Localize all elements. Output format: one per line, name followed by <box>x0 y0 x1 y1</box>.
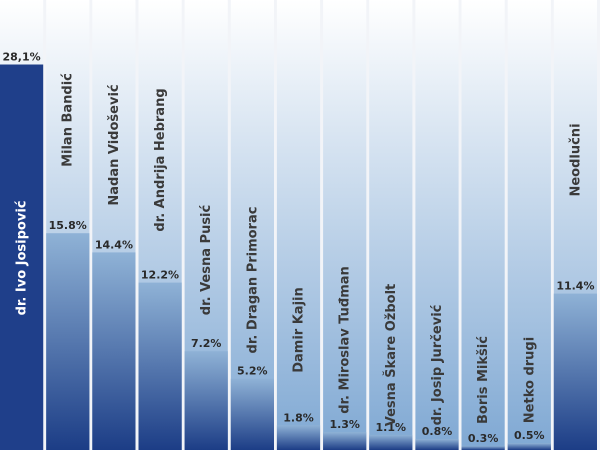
value-label: 11.4% <box>556 280 594 293</box>
value-label: 1.8% <box>283 411 314 424</box>
column-background <box>369 0 413 450</box>
column-background <box>461 0 505 450</box>
category-label: Vesna Škare Ožbolt <box>383 284 399 427</box>
column-background <box>415 0 459 450</box>
bar <box>461 445 505 450</box>
bar <box>415 439 459 450</box>
category-label: dr. Dragan Primorac <box>245 207 260 354</box>
category-label: Nadan Vidošević <box>107 84 122 206</box>
column-background <box>323 0 367 450</box>
bar <box>230 378 274 450</box>
bar <box>184 351 228 450</box>
category-label: Boris Mikšić <box>476 336 491 424</box>
bar <box>507 443 551 450</box>
column-background <box>230 0 274 450</box>
value-label: 0.5% <box>514 429 545 442</box>
category-label: Neodlučni <box>568 123 583 196</box>
value-label: 1.3% <box>329 418 360 431</box>
category-label: dr. Josip Jurčević <box>430 304 445 425</box>
category-label: dr. Miroslav Tuđman <box>338 266 353 414</box>
bar <box>323 432 367 450</box>
bar <box>553 293 597 450</box>
category-label: Milan Bandić <box>61 73 76 167</box>
category-label: dr. Ivo Josipović <box>15 200 30 315</box>
category-label: Netko drugi <box>522 337 537 423</box>
bar <box>369 434 413 450</box>
bar <box>138 282 182 450</box>
bar <box>92 252 136 450</box>
value-label: 12.2% <box>141 269 179 282</box>
value-label: 14.4% <box>95 238 133 251</box>
value-label: 0.8% <box>422 425 453 438</box>
category-label: Damir Kajin <box>292 287 307 373</box>
value-label: 0.3% <box>468 432 499 445</box>
value-label: 7.2% <box>191 337 222 350</box>
bar <box>46 233 90 450</box>
bar <box>276 425 321 450</box>
column-background <box>507 0 551 450</box>
value-label: 1.1% <box>376 421 407 434</box>
value-label: 5.2% <box>237 365 268 378</box>
category-label: dr. Vesna Pusić <box>199 204 214 315</box>
bar <box>0 64 44 450</box>
category-label: dr. Andrija Hebrang <box>153 88 168 231</box>
value-label: 15.8% <box>49 219 87 232</box>
value-label: 28,1% <box>3 51 41 64</box>
column-background <box>276 0 321 450</box>
